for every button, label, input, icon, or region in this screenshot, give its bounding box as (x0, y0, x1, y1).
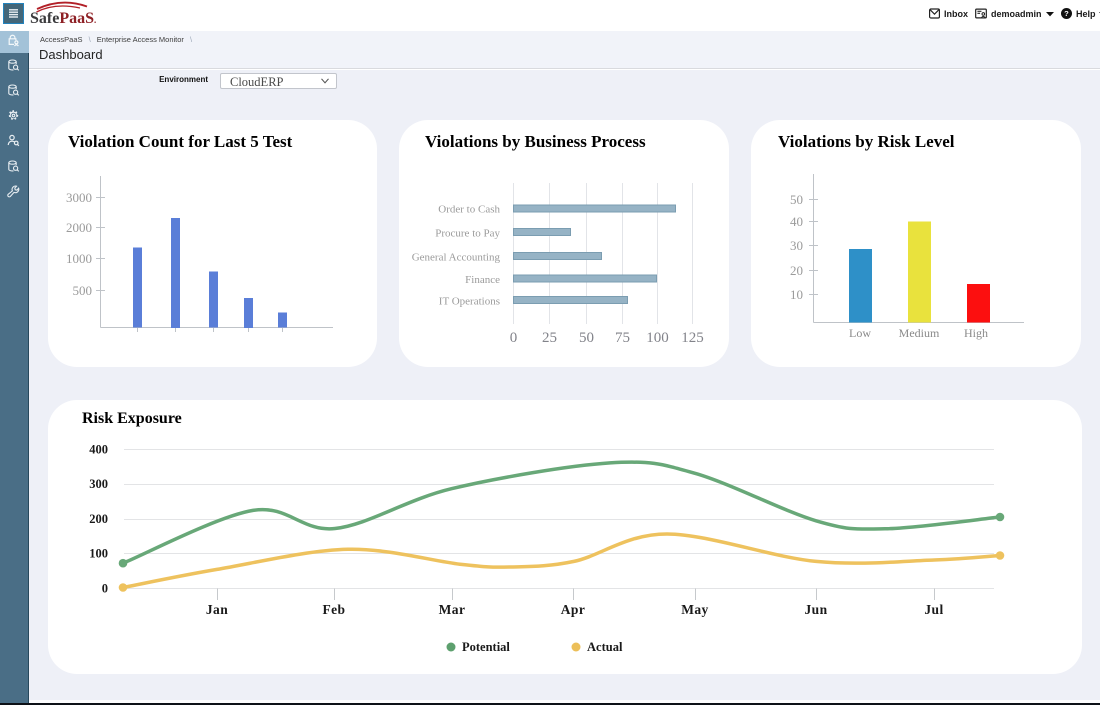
svg-text:30: 30 (790, 238, 803, 253)
svg-text:Potential: Potential (462, 640, 510, 654)
svg-text:200: 200 (89, 512, 108, 526)
svg-text:50: 50 (790, 192, 803, 207)
svg-text:300: 300 (89, 477, 108, 491)
svg-text:Order to Cash: Order to Cash (438, 204, 500, 216)
svg-text:25: 25 (542, 330, 557, 346)
svg-text:IT Operations: IT Operations (439, 296, 500, 308)
svg-text:10: 10 (790, 287, 803, 302)
svg-text:40: 40 (790, 214, 803, 229)
svg-text:Apr: Apr (561, 602, 585, 617)
svg-text:Actual: Actual (587, 640, 623, 654)
svg-text:Low: Low (849, 326, 871, 340)
svg-text:Jan: Jan (206, 602, 228, 617)
svg-text:Feb: Feb (323, 602, 346, 617)
svg-text:75: 75 (615, 330, 630, 346)
svg-text:May: May (681, 602, 708, 617)
svg-text:400: 400 (89, 443, 108, 457)
svg-text:General Accounting: General Accounting (412, 252, 501, 264)
svg-text:2000: 2000 (66, 220, 92, 235)
svg-text:Jul: Jul (924, 602, 943, 617)
svg-text:Mar: Mar (439, 602, 466, 617)
svg-text:Medium: Medium (899, 326, 940, 340)
svg-text:50: 50 (579, 330, 594, 346)
svg-text:Procure to Pay: Procure to Pay (435, 228, 500, 240)
svg-text:125: 125 (681, 330, 704, 346)
svg-text:100: 100 (646, 330, 669, 346)
svg-text:1000: 1000 (66, 251, 92, 266)
svg-text:High: High (964, 326, 988, 340)
svg-text:Finance: Finance (465, 274, 500, 286)
svg-text:3000: 3000 (66, 190, 92, 205)
svg-text:Jun: Jun (805, 602, 828, 617)
svg-text:0: 0 (102, 582, 108, 596)
svg-text:0: 0 (510, 330, 518, 346)
svg-text:20: 20 (790, 263, 803, 278)
svg-text:500: 500 (73, 283, 93, 298)
svg-text:?: ? (1064, 9, 1069, 18)
svg-text:100: 100 (89, 547, 108, 561)
